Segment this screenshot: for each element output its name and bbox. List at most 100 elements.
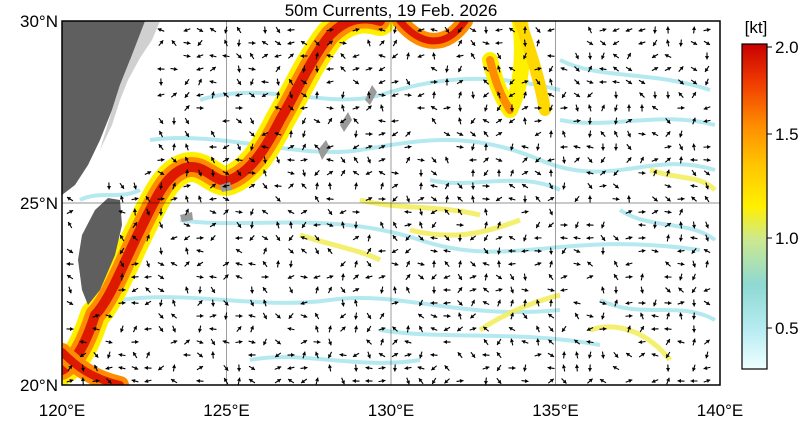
lon-label-125: 125°E [203,401,250,420]
vector-head [378,171,383,175]
vector-head [508,261,513,267]
vector-head [314,144,319,149]
vector-head [198,300,203,305]
vector-head [302,80,307,84]
vector-head [548,313,553,318]
vector-head [211,130,215,135]
vector-head [653,197,658,202]
vector-head [640,352,645,357]
vector-head [587,261,592,266]
vector-head [613,66,618,71]
vector-head [235,262,240,266]
vector-head [287,275,292,279]
vector-head [199,366,204,370]
vector-head [365,365,370,371]
vector-head [627,80,632,84]
vector-head [381,145,386,149]
vector-head [523,55,527,60]
vector-head [547,93,552,97]
vector-head [692,171,696,176]
vector-head [626,195,632,200]
vector-head [68,365,73,370]
lat-label-20: 20°N [20,376,58,395]
vector-head [444,209,449,214]
vector-head [484,249,489,254]
vector-head [640,312,644,317]
vector-head [394,300,399,305]
colorbar-tick-2.0: 2.0 [775,38,799,57]
vector-head [536,39,541,44]
vector-head [276,28,280,33]
vector-head [418,182,424,187]
vector-head [431,52,437,57]
vector-head [289,53,294,58]
vector-head [509,80,514,85]
vector-head [627,52,631,57]
vector-head [692,367,696,372]
vector-head [550,197,555,201]
vector-head [550,288,555,293]
vector-head [612,41,617,45]
vector-head [209,196,214,202]
vector-head [211,66,216,71]
vector-head [692,263,696,268]
vector-head [120,235,124,240]
vector-head [406,131,411,136]
vector-head [693,41,698,45]
vector-head [419,275,424,280]
vector-head [380,338,384,343]
vector-head [185,195,189,200]
vector-head [482,352,487,358]
vector-head [160,157,165,163]
vector-head [625,28,630,32]
vector-head [444,195,450,200]
vector-head [706,41,711,45]
vector-head [705,301,710,305]
vector-head [186,183,191,188]
vector-head [407,92,412,98]
vector-head [144,379,149,384]
vector-head [691,249,696,254]
vector-head [327,364,333,369]
vector-head [472,288,477,292]
vector-head [690,235,695,241]
vector-head [419,236,424,241]
vector-head [108,340,113,345]
vector-head [263,184,268,189]
vector-head [353,133,359,138]
vector-head [484,107,488,112]
vector-head [108,314,113,318]
vector-head [522,184,527,188]
vector-head [508,67,513,71]
vector-head [159,314,164,319]
vector-head [197,262,202,266]
vector-head [185,132,189,137]
vector-head [315,312,319,317]
vector-head [510,276,514,281]
vector-head [600,131,605,136]
vector-head [146,234,150,239]
vector-head [250,53,254,58]
vector-head [600,251,606,255]
vector-head [444,261,449,266]
vector-head [263,169,267,174]
vector-head [418,173,424,177]
vector-head [419,221,423,226]
vector-head [482,262,487,266]
vector-head [483,66,488,71]
vector-head [471,53,475,58]
vector-head [300,236,305,240]
vector-head [653,41,657,46]
vector-head [678,237,684,242]
vector-head [549,185,553,190]
vector-head [677,248,682,254]
vector-head [119,195,124,200]
vector-head [470,314,475,319]
vector-head [483,339,488,344]
vector-head [691,328,697,333]
vector-head [290,171,295,175]
vector-head [329,275,334,279]
vector-head [458,39,462,44]
vector-head [186,223,191,227]
vector-head [652,94,658,99]
